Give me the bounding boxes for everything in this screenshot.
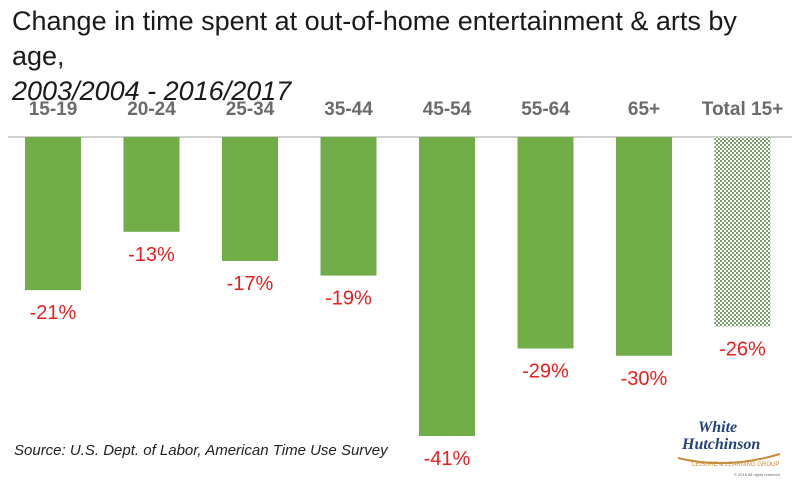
chart-title: Change in time spent at out-of-home ente…	[12, 4, 792, 109]
category-label: 45-54	[423, 99, 472, 120]
bar	[419, 137, 475, 436]
data-label: -41%	[424, 448, 471, 470]
category-label: Total 15+	[702, 99, 783, 120]
logo-line-1: White	[698, 419, 737, 436]
category-label: 55-64	[521, 99, 570, 120]
logo-tagline: LEISURE & LEARNING GROUP	[692, 462, 779, 468]
logo-swoosh	[677, 453, 781, 465]
title-line-1: Change in time spent at out-of-home ente…	[12, 6, 737, 71]
data-label: -26%	[719, 339, 766, 361]
category-label: 35-44	[324, 99, 373, 120]
bar	[320, 137, 377, 276]
data-label: -17%	[227, 273, 274, 295]
title-line-2: 2003/2004 - 2016/2017	[12, 76, 292, 106]
bar	[25, 137, 81, 291]
logo-copyright: © 2019 All rights reserved	[734, 472, 780, 477]
bar	[222, 137, 278, 261]
category-labels: 15-19 20-24 25-34 35-44 45-54 55-64 65+ Total 1…	[29, 99, 784, 120]
data-label: -13%	[128, 244, 175, 266]
data-label: -30%	[621, 368, 668, 390]
data-label: -29%	[522, 360, 569, 382]
bar-total	[714, 137, 771, 327]
bar	[517, 137, 574, 349]
value-labels: -21% -13% -17% -19% -41% -29% -30% -26%	[30, 244, 766, 470]
bars-group	[25, 137, 771, 436]
white-hutchinson-logo: White Hutchinson LEISURE & LEARNING GROU…	[677, 419, 781, 477]
bar	[616, 137, 672, 356]
source-note: Source: U.S. Dept. of Labor, American Ti…	[14, 442, 388, 459]
bar	[123, 137, 180, 232]
logo-line-2: Hutchinson	[681, 436, 760, 453]
category-label: 65+	[628, 99, 660, 120]
data-label: -21%	[30, 302, 77, 324]
category-label: 15-19	[29, 99, 78, 120]
category-label: 25-34	[226, 99, 275, 120]
data-label: -19%	[325, 288, 372, 310]
category-label: 20-24	[127, 99, 176, 120]
